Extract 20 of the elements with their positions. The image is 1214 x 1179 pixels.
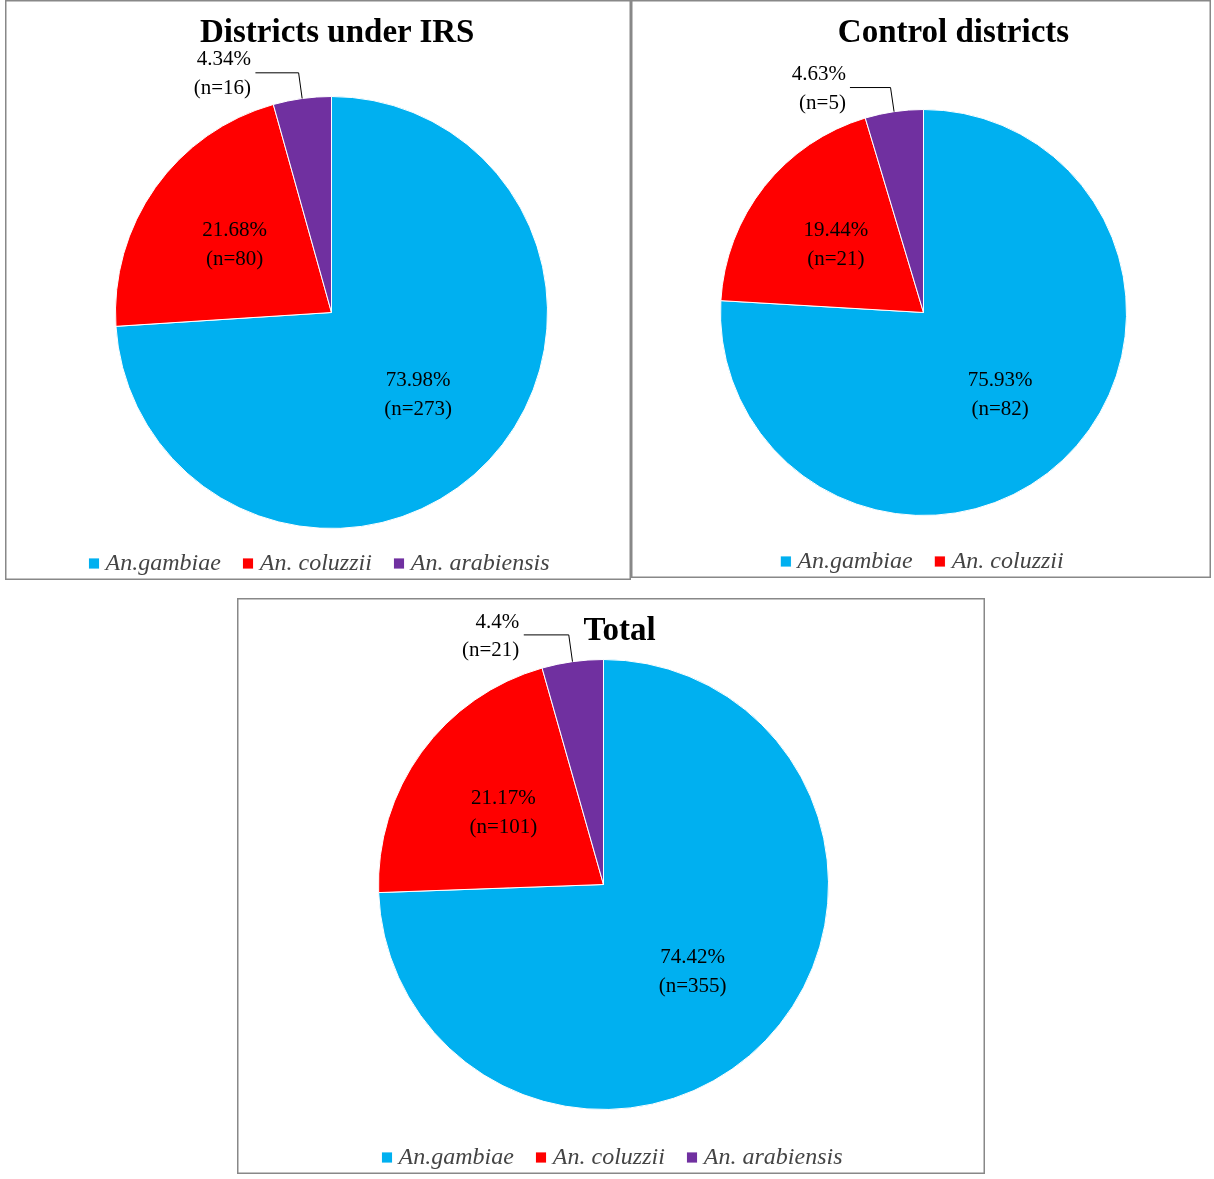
data-label: 19.44% (n=21)	[803, 216, 869, 270]
data-label: 4.34% (n=16)	[193, 46, 252, 100]
legend-label: An. coluzzii	[552, 1143, 665, 1170]
legend-label: An.gambiae	[105, 549, 221, 576]
data-label: 74.42% (n=355)	[658, 944, 727, 997]
legend-label: An. arabiensis	[410, 549, 550, 576]
data-label: 4.63% (n=5)	[791, 61, 846, 114]
data-label: 4.4% (n=21)	[461, 608, 520, 662]
chart-title: Total	[583, 610, 656, 647]
chart-title: Control districts	[837, 12, 1070, 49]
legend-label: An.gambiae	[398, 1143, 514, 1170]
data-label: 21.17% (n=101)	[469, 785, 538, 839]
data-label: 73.98% (n=273)	[384, 367, 453, 421]
legend-label: An. arabiensis	[703, 1143, 843, 1170]
data-label: 21.68% (n=80)	[202, 217, 267, 271]
legend-label: An. coluzzii	[951, 547, 1064, 574]
legend-label: An. coluzzii	[259, 549, 372, 576]
legend-label: An.gambiae	[797, 547, 913, 574]
chart-title: Districts under IRS	[200, 12, 475, 49]
data-label: 75.93% (n=82)	[967, 367, 1033, 421]
